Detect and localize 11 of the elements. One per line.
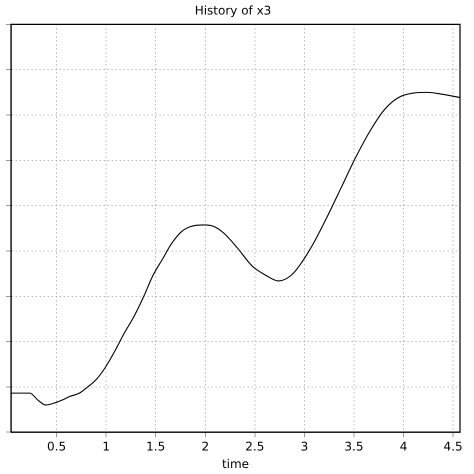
chart-title: History of x3 [194, 3, 272, 18]
x-tick-label: 1 [102, 440, 110, 454]
x-tick-label: 3.5 [344, 440, 364, 454]
x-tick-label: 0.5 [47, 440, 66, 454]
x-tick-label: 2 [201, 440, 210, 454]
x-tick-label: 4 [400, 440, 408, 454]
x-axis-title: time [222, 456, 250, 471]
x-tick-label: 3 [300, 440, 308, 454]
x-tick-label: 4.5 [444, 440, 463, 454]
x-tick-label: 1.5 [146, 440, 166, 454]
x-tick-label: 2.5 [245, 440, 264, 454]
